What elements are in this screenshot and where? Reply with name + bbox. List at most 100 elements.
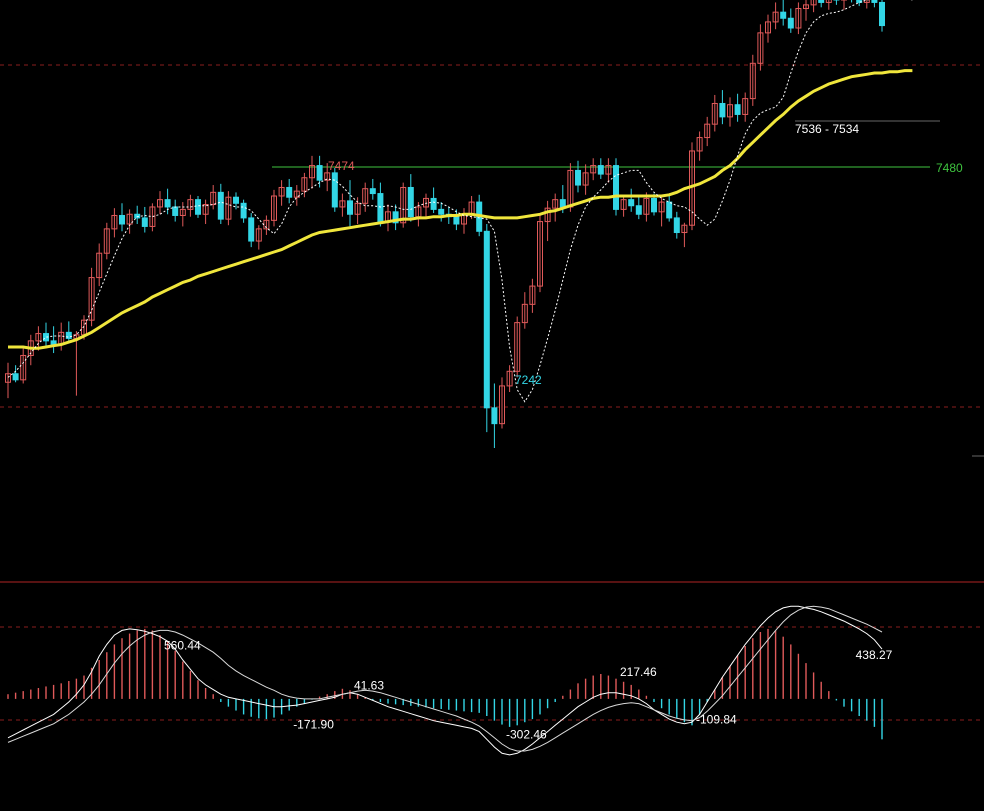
candle-down	[438, 208, 445, 215]
candle-up	[255, 228, 262, 242]
candle-down	[780, 11, 787, 19]
candle-up	[506, 370, 513, 387]
candle-up	[681, 224, 688, 234]
candle-down	[613, 165, 619, 210]
candle-down	[43, 333, 49, 342]
candle-down	[856, 0, 863, 3]
macd-value-label: 438.27	[856, 648, 893, 662]
candle-up	[271, 195, 277, 221]
candle-down	[628, 199, 635, 207]
candle-up	[514, 322, 521, 372]
candle-up	[590, 165, 597, 174]
candle-down	[430, 197, 437, 210]
candle-down	[597, 165, 604, 175]
candle-up	[20, 354, 27, 381]
macd-value-label: -302.46	[506, 727, 547, 741]
candle-down	[734, 104, 741, 115]
high-label: 7474	[328, 159, 355, 173]
candle-down	[666, 201, 673, 219]
candle-up	[795, 8, 802, 29]
candle-up	[825, 0, 832, 3]
candle-up	[362, 188, 369, 204]
candles-group	[5, 0, 885, 448]
candle-up	[757, 32, 764, 64]
low-label: 7242	[515, 373, 542, 387]
candle-up	[210, 191, 217, 206]
candle-up	[863, 0, 870, 3]
candle-up	[605, 165, 612, 175]
candle-down	[134, 213, 141, 219]
candle-up	[225, 196, 232, 220]
macd-dea-line	[7, 605, 883, 752]
candle-down	[347, 200, 353, 215]
candle-up	[400, 186, 407, 224]
candle-up	[643, 197, 650, 215]
price-panel: 7480 7536 - 7534 7474 7242	[0, 0, 984, 457]
candle-up	[103, 228, 110, 254]
candle-up	[582, 172, 589, 186]
macd-value-labels: 560.44 -171.90 41.63 -302.46 217.46 -109.84 43…	[164, 638, 893, 741]
candle-down	[369, 188, 376, 195]
candle-down	[871, 0, 878, 3]
candle-up	[5, 373, 11, 383]
candle-down	[635, 205, 642, 215]
candle-up	[810, 0, 817, 6]
candle-down	[217, 191, 224, 220]
candle-up	[772, 11, 779, 23]
candle-up	[727, 104, 733, 118]
candle-down	[575, 169, 581, 186]
ma-short-line	[7, 0, 913, 403]
candle-down	[407, 186, 414, 218]
candle-down	[172, 206, 179, 216]
candle-up	[658, 201, 665, 213]
candle-up	[339, 200, 346, 208]
candle-down	[248, 217, 255, 242]
candle-down	[453, 216, 460, 225]
candle-up	[354, 202, 361, 215]
macd-value-label: 560.44	[164, 638, 201, 652]
level-line-label: 7480	[936, 161, 963, 175]
range-note-label: 7536 - 7534	[795, 122, 859, 136]
candle-up	[126, 213, 133, 225]
candle-down	[316, 165, 323, 181]
macd-value-label: 41.63	[354, 679, 384, 693]
candle-down	[141, 217, 148, 227]
candle-up	[529, 285, 536, 305]
candle-up	[157, 199, 163, 208]
candle-down	[119, 214, 125, 225]
candle-up	[278, 186, 285, 197]
candle-up	[620, 199, 627, 210]
macd-value-label: 217.46	[620, 665, 657, 679]
candle-down	[195, 199, 201, 215]
candle-up	[552, 199, 559, 209]
candle-down	[286, 186, 293, 198]
candle-down	[233, 196, 239, 204]
candle-down	[377, 193, 384, 223]
candle-up	[742, 98, 749, 115]
candle-up	[537, 221, 543, 287]
candle-down	[392, 211, 399, 224]
macd-dif-line	[7, 605, 883, 756]
candle-down	[559, 199, 566, 208]
candle-up	[704, 123, 711, 139]
candle-up	[187, 199, 194, 210]
candle-up	[749, 62, 756, 100]
candle-up	[301, 177, 308, 192]
candle-down	[818, 0, 825, 3]
macd-value-label: -109.84	[696, 712, 737, 726]
candle-down	[240, 202, 247, 219]
candle-up	[544, 207, 551, 223]
candle-up	[35, 333, 42, 342]
candle-down	[787, 17, 794, 29]
candle-down	[651, 197, 657, 213]
candle-up	[711, 102, 718, 125]
candle-down	[879, 1, 885, 27]
ma-long-line	[8, 69, 913, 350]
candle-down	[719, 102, 726, 118]
candle-up	[96, 252, 103, 279]
candle-up	[293, 190, 300, 198]
candle-up	[179, 208, 186, 216]
macd-value-label: -171.90	[293, 717, 334, 731]
candle-down	[491, 407, 498, 425]
